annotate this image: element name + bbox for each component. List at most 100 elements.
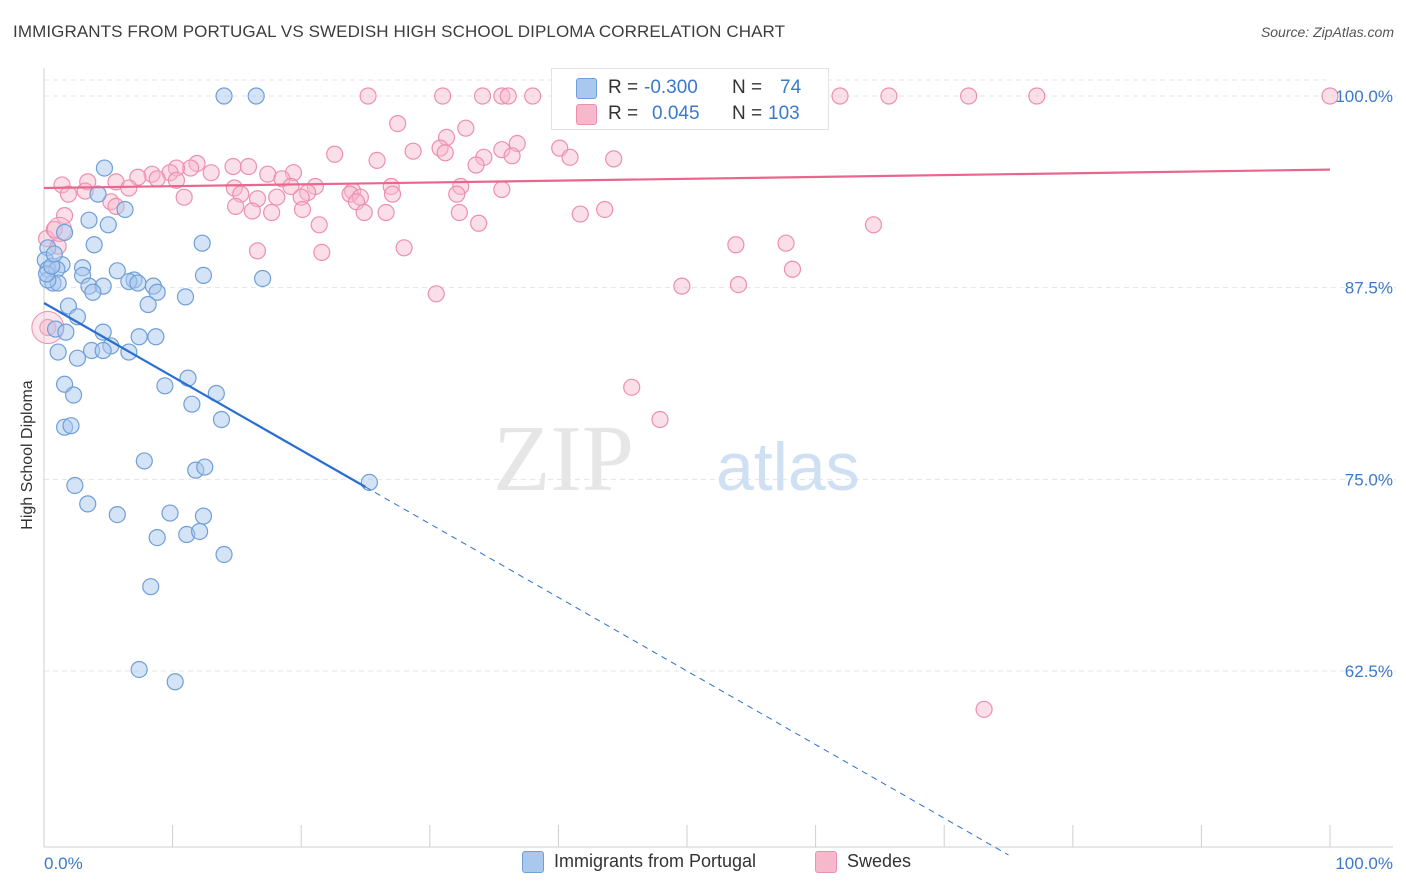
y-tick-label: 100.0% [1335, 87, 1393, 106]
swedes-point [143, 165, 161, 183]
portugal-point [129, 274, 147, 292]
watermark-atlas: atlas [716, 429, 860, 505]
r-value: -0.300 [644, 77, 698, 98]
swedes-point [975, 700, 993, 718]
watermark: ZIP atlas [493, 407, 860, 511]
swedes-swatch [576, 104, 597, 125]
swedes-point [493, 180, 511, 199]
swedes-point [359, 87, 377, 105]
swedes-point [404, 142, 422, 160]
swedes-point [727, 236, 745, 254]
swedes-point [503, 147, 521, 165]
swedes-legend-swatch [815, 851, 837, 874]
r-value: 0.045 [652, 103, 700, 124]
swedes-point [777, 234, 795, 252]
swedes-point [167, 171, 186, 189]
portugal-legend-swatch [522, 851, 544, 874]
n-label: N = [732, 103, 763, 124]
portugal-point [193, 234, 211, 252]
portugal-point [183, 395, 201, 413]
legend-item-swedes[interactable]: Swedes [815, 851, 912, 874]
swedes-point [120, 179, 138, 197]
swedes-point [326, 145, 344, 163]
portugal-point [45, 245, 63, 263]
swedes-point [227, 197, 245, 215]
swedes-point [436, 144, 454, 162]
legend-label: Immigrants from Portugal [554, 851, 757, 871]
x-tick-label: 0.0% [44, 854, 83, 873]
swedes-point [55, 207, 74, 225]
portugal-point [130, 328, 148, 346]
portugal-point [62, 417, 80, 435]
swedes-point [831, 87, 849, 105]
swedes-point [864, 216, 883, 234]
portugal-swatch [576, 78, 597, 99]
swedes-point [148, 170, 166, 188]
portugal-points [36, 87, 378, 691]
swedes-point [561, 148, 579, 166]
swedes-point [175, 188, 193, 206]
swedes-point [457, 119, 475, 137]
swedes-point [395, 239, 413, 257]
portugal-point [49, 343, 67, 361]
swedes-point [102, 193, 120, 211]
swedes-point [225, 179, 243, 197]
portugal-point [212, 410, 231, 429]
legend-item-portugal[interactable]: Immigrants from Portugal [522, 851, 757, 874]
portugal-point [179, 369, 197, 387]
swedes-point [259, 165, 277, 183]
x-tick-label: 100.0% [1335, 854, 1393, 873]
y-tick-label: 62.5% [1345, 662, 1393, 681]
portugal-point [139, 295, 157, 314]
portugal-point [215, 545, 233, 564]
swedes-point [248, 242, 267, 260]
n-label: N = [732, 77, 763, 98]
portugal-point [95, 159, 114, 177]
swedes-point [434, 87, 452, 105]
swedes-point [651, 410, 669, 429]
swedes-point [960, 87, 978, 105]
stats-row-portugal: R = -0.300 N = 74 [552, 75, 828, 101]
portugal-point [142, 578, 160, 596]
swedes-point [783, 260, 802, 278]
portugal-point [68, 349, 87, 367]
portugal-point [161, 504, 179, 522]
portugal-point [176, 288, 195, 306]
chart-title: IMMIGRANTS FROM PORTUGAL VS SWEDISH HIGH… [13, 22, 786, 41]
swedes-point [292, 188, 310, 206]
swedes-point [1028, 87, 1046, 105]
swedes-point [467, 156, 485, 174]
portugal-point [148, 283, 166, 301]
y-tick-label: 75.0% [1345, 470, 1393, 489]
swedes-point [377, 203, 395, 222]
swedes-point [448, 185, 466, 203]
legend-label: Swedes [847, 851, 912, 871]
swedes-point [310, 216, 328, 234]
swedes-point [427, 285, 445, 303]
swedes-trend-line [43, 168, 1331, 190]
portugal-point [108, 505, 126, 524]
portugal-point [147, 328, 165, 346]
swedes-point [239, 157, 258, 176]
swedes-point [431, 139, 449, 157]
swedes-point [182, 159, 200, 177]
y-tick-label: 87.5% [1345, 279, 1393, 298]
portugal-point [247, 87, 265, 105]
portugal-point [57, 323, 75, 341]
swedes-points [31, 87, 1339, 718]
swedes-point [493, 87, 511, 105]
portugal-point [84, 283, 102, 301]
swedes-point [524, 87, 542, 105]
swedes-point [53, 176, 71, 194]
swedes-point [243, 202, 261, 220]
swedes-point [450, 203, 468, 222]
swedes-point [880, 87, 898, 105]
swedes-point [368, 151, 386, 169]
swedes-point [202, 164, 220, 182]
portugal-point [85, 236, 103, 254]
swedes-point [499, 87, 517, 105]
n-value: 103 [768, 103, 800, 124]
source-label: Source: ZipAtlas.com [1260, 24, 1394, 40]
portugal-point [94, 341, 112, 360]
